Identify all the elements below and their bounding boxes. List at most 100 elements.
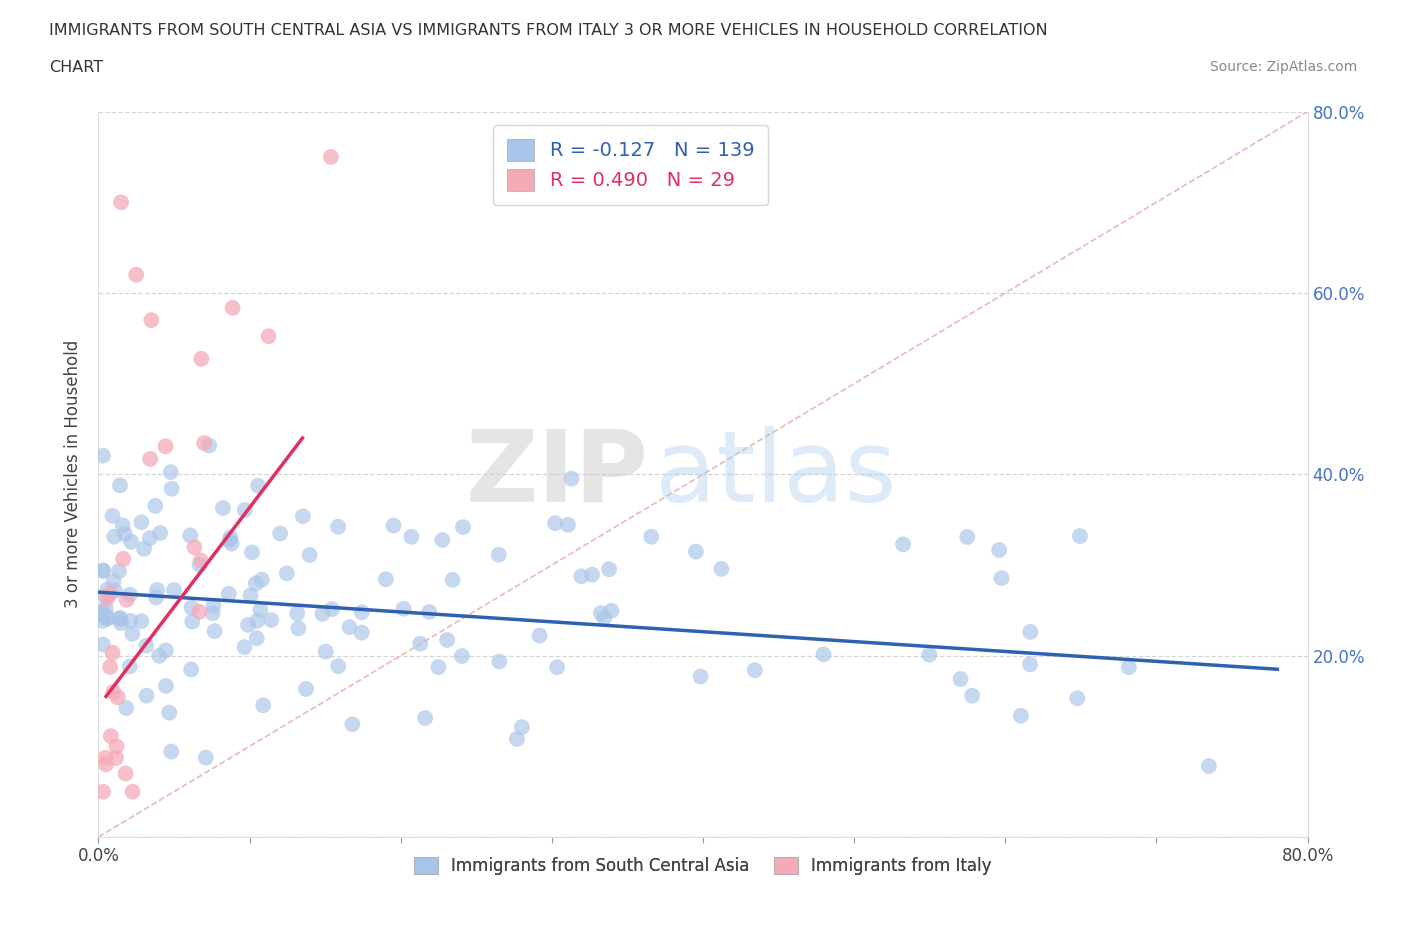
Point (198, 438, 221, 453)
Point (110, 195, 132, 210)
Point (311, 606, 333, 621)
Point (91, 564, 114, 578)
Point (114, 526, 136, 541)
Point (339, 619, 361, 634)
Point (949, 671, 972, 686)
Point (94, 590, 117, 604)
Point (98, 659, 121, 674)
Point (96, 611, 118, 626)
Point (121, 627, 143, 642)
Point (160, 482, 183, 497)
Point (392, 602, 415, 617)
Point (155, 643, 177, 658)
Point (246, 631, 269, 645)
Point (180, 662, 202, 677)
Point (295, 682, 318, 697)
Point (233, 640, 256, 655)
Point (105, 751, 128, 765)
Point (143, 498, 166, 513)
Point (581, 567, 603, 582)
Point (451, 648, 474, 663)
Point (94, 751, 117, 765)
Point (120, 614, 142, 629)
Point (97, 610, 120, 625)
Point (956, 529, 979, 544)
Point (252, 698, 274, 712)
Point (96, 591, 118, 606)
Point (108, 478, 131, 493)
Point (239, 588, 262, 603)
Point (427, 659, 450, 674)
Point (1019, 657, 1042, 671)
Point (710, 562, 733, 577)
Point (1198, 759, 1220, 774)
Point (111, 518, 134, 533)
Point (436, 632, 458, 647)
Point (155, 679, 177, 694)
Point (118, 587, 141, 602)
Point (298, 548, 321, 563)
Point (91, 637, 114, 652)
Point (250, 572, 273, 587)
Point (350, 625, 373, 640)
Point (157, 705, 180, 720)
Point (108, 610, 131, 625)
Point (204, 624, 226, 639)
Point (218, 533, 240, 548)
Point (141, 312, 163, 327)
Point (112, 551, 135, 566)
Point (179, 528, 201, 543)
Point (91, 563, 114, 578)
Point (120, 535, 142, 550)
Point (1019, 624, 1042, 639)
Point (145, 590, 167, 604)
Point (91, 607, 114, 622)
Point (557, 517, 579, 532)
Point (441, 573, 464, 588)
Point (219, 530, 242, 545)
Point (159, 465, 181, 480)
Point (212, 500, 235, 515)
Point (218, 586, 240, 601)
Point (418, 604, 440, 619)
Point (190, 553, 212, 568)
Point (374, 572, 396, 587)
Point (91, 448, 114, 463)
Point (257, 329, 280, 344)
Point (560, 472, 582, 486)
Point (131, 515, 153, 530)
Point (685, 544, 707, 559)
Point (918, 647, 941, 662)
Point (190, 352, 212, 366)
Point (285, 606, 308, 621)
Point (593, 610, 616, 625)
Point (432, 533, 454, 548)
Legend: Immigrants from South Central Asia, Immigrants from Italy: Immigrants from South Central Asia, Immi… (406, 848, 1000, 884)
Point (105, 738, 128, 753)
Point (194, 751, 217, 765)
Point (546, 660, 568, 675)
Point (202, 598, 225, 613)
Point (103, 574, 125, 589)
Point (569, 569, 592, 584)
Point (118, 659, 141, 674)
Y-axis label: 3 or more Vehicles in Household: 3 or more Vehicles in Household (65, 340, 83, 608)
Point (276, 565, 298, 580)
Point (107, 690, 129, 705)
Point (401, 529, 423, 544)
Point (990, 571, 1012, 586)
Point (544, 516, 567, 531)
Point (342, 717, 364, 732)
Point (94, 757, 117, 772)
Point (121, 784, 143, 799)
Point (132, 541, 155, 556)
Point (245, 576, 267, 591)
Point (135, 638, 157, 653)
Point (240, 545, 263, 560)
Point (104, 583, 127, 598)
Point (114, 766, 136, 781)
Point (94, 601, 117, 616)
Point (287, 621, 309, 636)
Text: ZIP: ZIP (465, 426, 648, 523)
Point (451, 520, 474, 535)
